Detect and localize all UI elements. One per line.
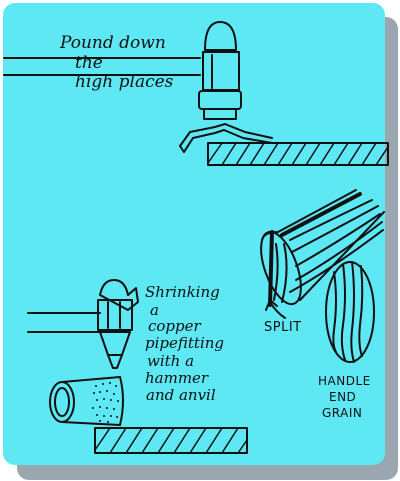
split-arrow [269,301,286,319]
label-pound-1: Pound down [60,33,166,53]
anvil-icon [207,142,389,166]
label-shrink-1: Shrinking [145,283,220,301]
label-shrink-5: with a [147,352,195,370]
hammer-icon-lower [27,279,139,369]
sheet-metal-icon [179,123,273,153]
label-grain-3: GRAIN [322,406,363,420]
label-shrink-6: hammer [145,369,209,387]
pipe-fitting-icon [49,376,124,426]
split-arrowhead [265,299,278,311]
panel-background [3,3,385,465]
anvil-hatching-lower [94,427,248,454]
handle-icon [260,189,385,307]
label-pound-2: the [75,53,103,73]
label-grain-1: HANDLE [318,374,371,388]
hammer-icon [3,21,242,120]
pipe-stipple [92,382,119,423]
label-grain-2: END [329,390,357,404]
label-pound-3: high places [75,72,174,92]
anvil-hatching [207,142,389,166]
end-grain-icon [325,261,375,363]
label-split: SPLIT [264,320,302,335]
label-shrink-7: and anvil [146,386,216,404]
label-shrink-2: a [150,301,159,319]
label-shrink-3: copper [148,317,201,335]
label-shrink-4: pipefitting [145,334,224,352]
